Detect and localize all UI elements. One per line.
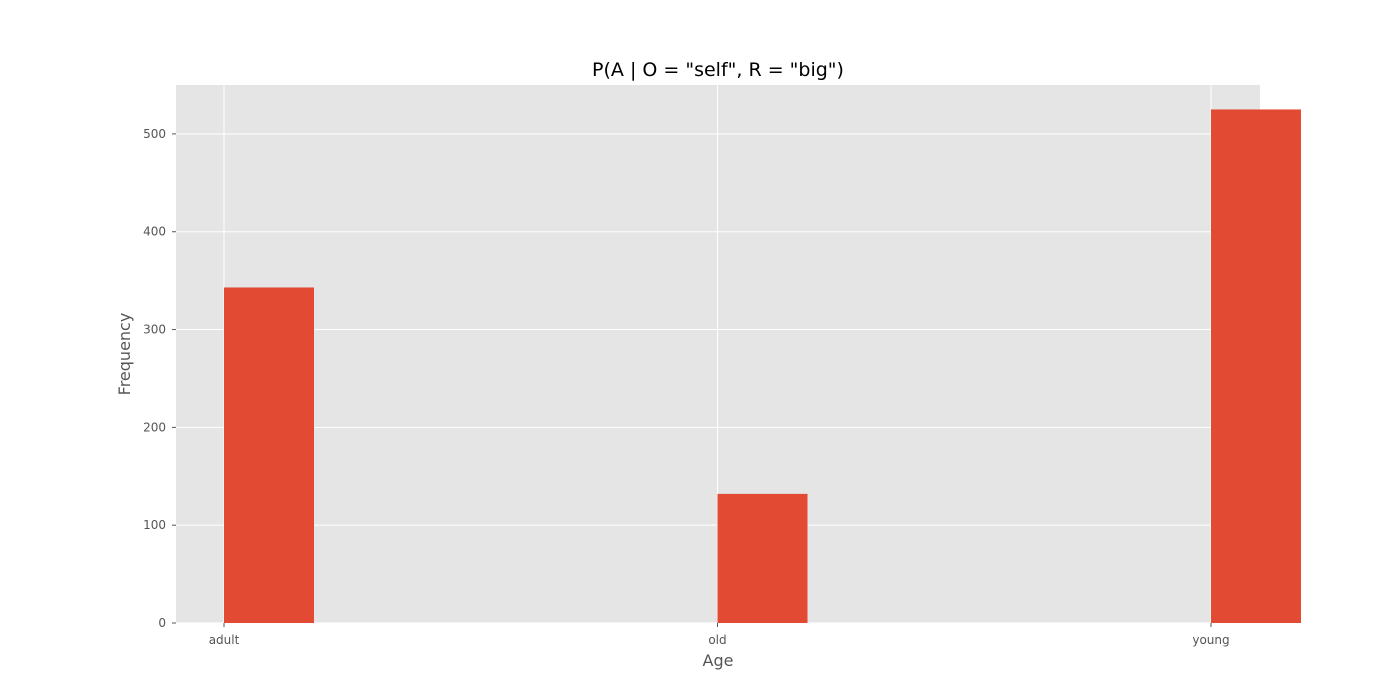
y-axis-ticks: 0 100 200 300 400 500 (143, 127, 176, 630)
y-tick-label: 300 (143, 323, 166, 337)
y-axis-label: Frequency (115, 313, 134, 396)
x-axis-label: Age (703, 651, 734, 670)
bar-young (1211, 109, 1301, 624)
bars (224, 109, 1301, 624)
bar-adult (224, 287, 314, 623)
x-tick-label: adult (209, 633, 240, 647)
y-tick-label: 500 (143, 127, 166, 141)
chart-title: P(A | O = "self", R = "big") (592, 59, 844, 81)
x-tick-label: old (708, 633, 726, 647)
x-axis-ticks: adult old young (209, 623, 1230, 647)
y-tick-label: 400 (143, 225, 166, 239)
y-tick-label: 100 (143, 518, 166, 532)
y-tick-label: 0 (158, 616, 166, 630)
x-tick-label: young (1192, 633, 1229, 647)
y-tick-label: 200 (143, 420, 166, 434)
bar-old (717, 493, 808, 623)
